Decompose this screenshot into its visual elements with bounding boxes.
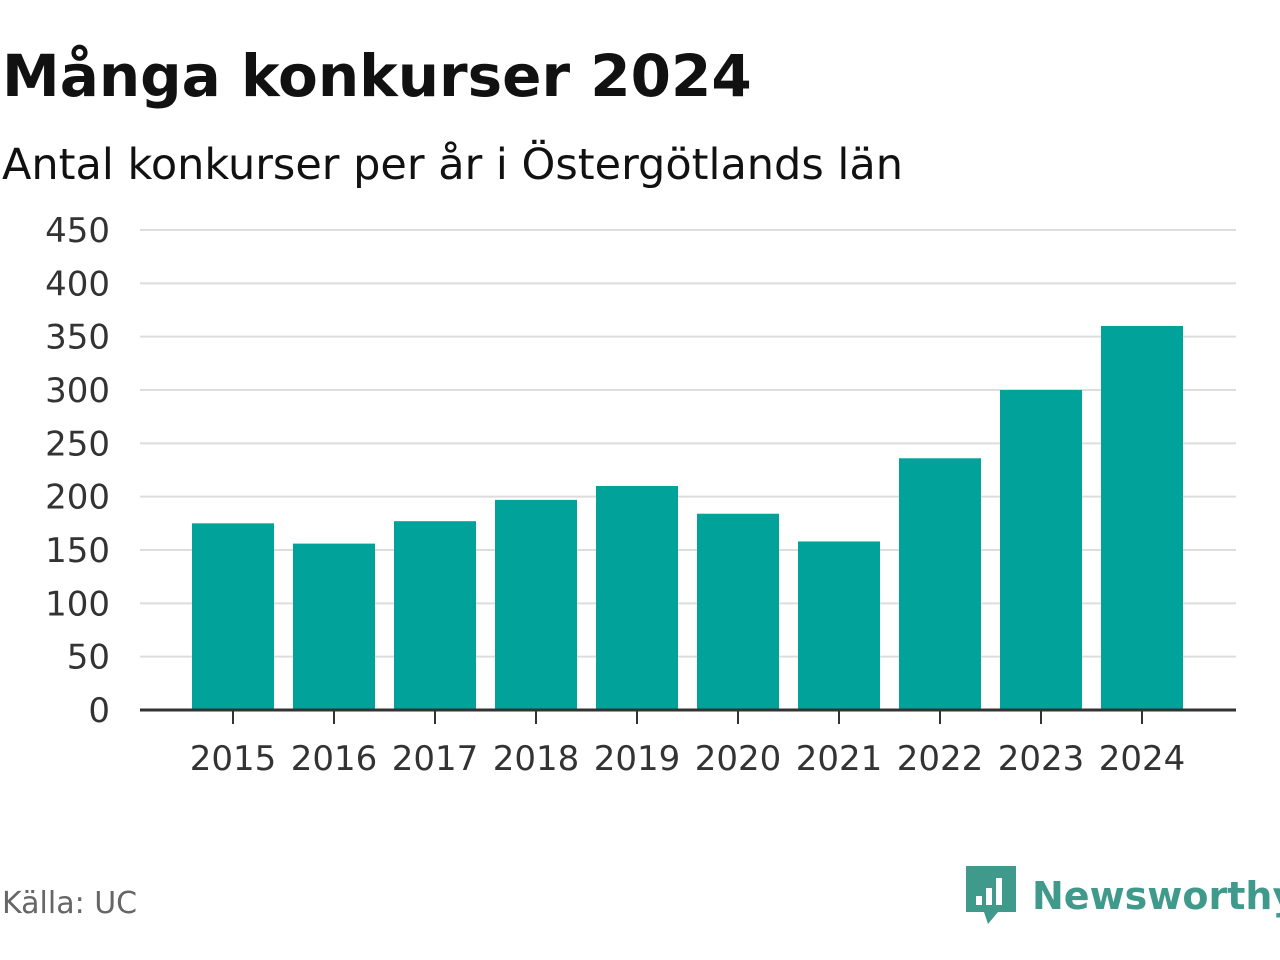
- source-note: Källa: UC: [2, 886, 138, 921]
- x-tick-label: 2020: [695, 739, 782, 779]
- bar-2023: [1000, 390, 1082, 710]
- bar-2022: [899, 458, 981, 710]
- y-tick-label: 250: [45, 424, 110, 464]
- bar-chart: 0 50 100 150 200 250 300 350 400 450 2015 2016 2017 2…: [45, 211, 1236, 779]
- bar-2017: [394, 521, 476, 710]
- y-tick-label: 100: [45, 584, 110, 624]
- x-tick-label: 2016: [291, 739, 378, 779]
- y-tick-label: 350: [45, 318, 110, 358]
- y-tick-label: 50: [67, 638, 110, 678]
- x-tick-label: 2022: [897, 739, 984, 779]
- y-tick-label: 200: [45, 478, 110, 518]
- x-tick-label: 2015: [190, 739, 277, 779]
- y-tick-label: 450: [45, 211, 110, 251]
- y-tick-label: 0: [88, 691, 110, 731]
- y-tick-label: 150: [45, 531, 110, 571]
- bar-2024: [1101, 326, 1183, 710]
- x-tick-label: 2021: [796, 739, 883, 779]
- brand-logo: Newsworthy: [966, 866, 1280, 926]
- bar-2020: [697, 513, 779, 710]
- bar-2015: [192, 523, 274, 710]
- chart-subtitle: Antal konkurser per år i Östergötlands l…: [2, 140, 903, 190]
- bar-2021: [798, 541, 880, 710]
- brand-name: Newsworthy: [1032, 874, 1280, 918]
- newsworthy-logo-icon: [966, 866, 1016, 924]
- y-tick-label: 300: [45, 371, 110, 411]
- bar-2019: [596, 486, 678, 710]
- y-tick-label: 400: [45, 264, 110, 304]
- chart-title: Många konkurser 2024: [2, 42, 752, 110]
- bar-2018: [495, 499, 577, 710]
- x-tick-label: 2018: [493, 739, 580, 779]
- x-tick-label: 2017: [392, 739, 479, 779]
- x-tick-label: 2023: [998, 739, 1085, 779]
- x-tick-label: 2019: [594, 739, 681, 779]
- x-tick-label: 2024: [1099, 739, 1186, 779]
- bar-2016: [293, 543, 375, 710]
